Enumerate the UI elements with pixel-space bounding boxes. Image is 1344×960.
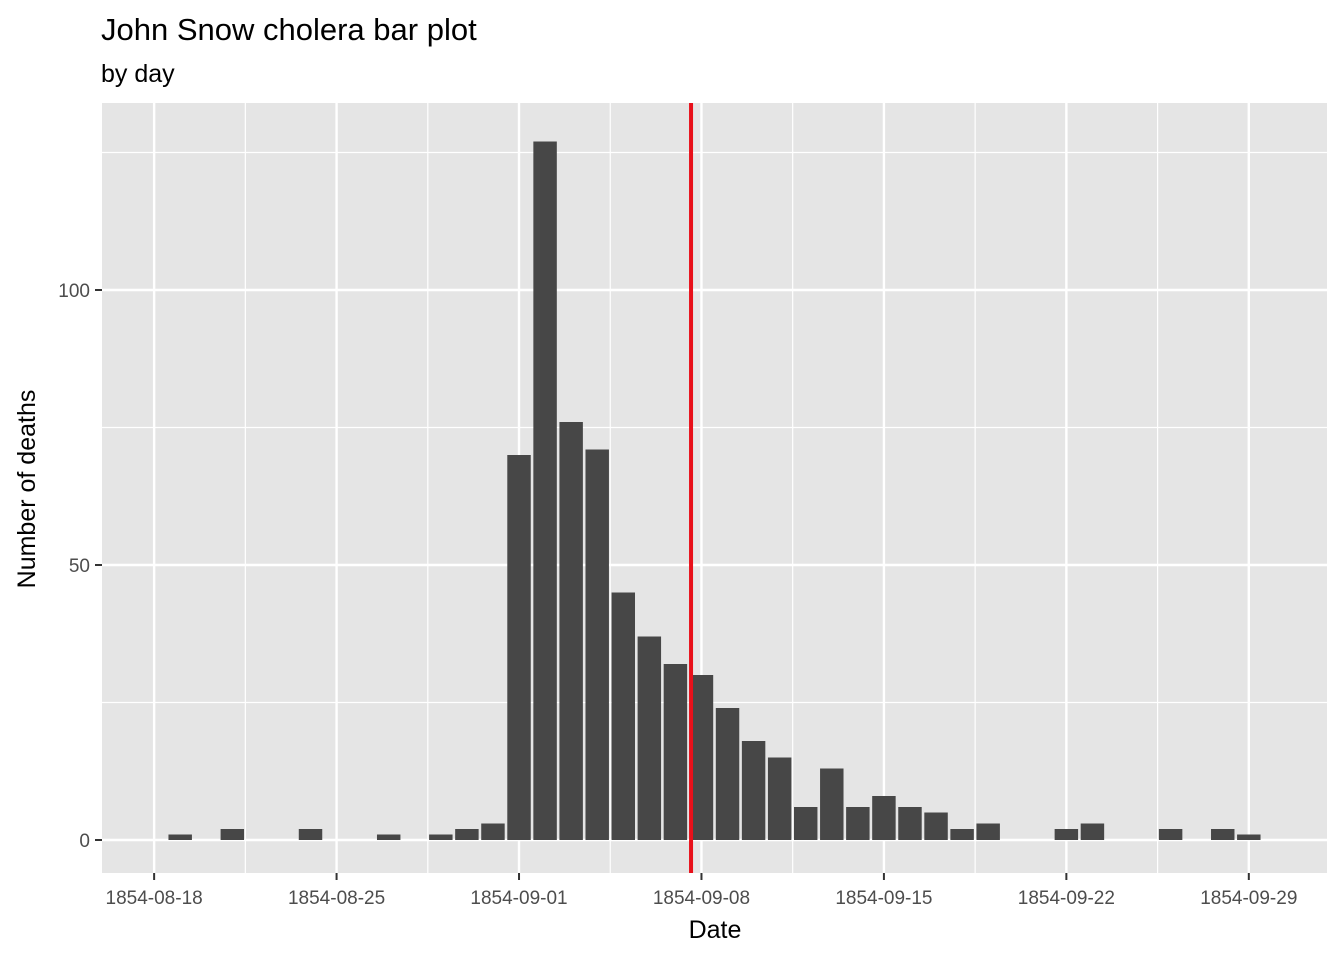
bar [1237, 834, 1261, 840]
x-axis: 1854-08-18 1854-08-25 1854-09-01 1854-09-08… [106, 873, 1297, 909]
chart-title: John Snow cholera bar plot [101, 12, 477, 47]
bar [298, 829, 323, 840]
bar [611, 592, 636, 840]
chart-subtitle: by day [101, 60, 175, 88]
bar [872, 796, 896, 840]
bar [507, 455, 531, 840]
y-tick-label: 0 [79, 831, 90, 852]
bar [220, 829, 245, 840]
bar [898, 807, 922, 840]
y-tick-label: 100 [58, 281, 90, 302]
bar [585, 449, 609, 840]
bar [481, 823, 505, 840]
bar [950, 829, 974, 840]
x-tick-label: 1854-08-25 [288, 888, 385, 909]
x-axis-title: Date [689, 916, 742, 944]
bar [1080, 823, 1105, 840]
bar [793, 807, 818, 840]
x-tick-label: 1854-09-15 [835, 888, 932, 909]
bar [924, 812, 948, 840]
bar [455, 829, 479, 840]
x-tick-label: 1854-08-18 [106, 888, 203, 909]
plot-panel [102, 103, 1327, 873]
x-tick-label: 1854-09-22 [1018, 888, 1115, 909]
bar [767, 757, 792, 840]
bar [820, 768, 844, 840]
bar [559, 422, 583, 840]
x-tick-label: 1854-09-01 [470, 888, 567, 909]
bar [976, 823, 1000, 840]
bar [846, 807, 870, 840]
bar [637, 636, 662, 840]
bar [1054, 829, 1079, 840]
bar [715, 708, 740, 840]
bar [1158, 829, 1183, 840]
x-tick-label: 1854-09-08 [653, 888, 750, 909]
bar [376, 834, 401, 840]
y-axis: 0 50 100 [58, 281, 102, 852]
x-tick-label: 1854-09-29 [1200, 888, 1297, 909]
bar [689, 675, 714, 840]
bar [741, 741, 766, 840]
bar [663, 664, 688, 840]
grid-minor [102, 103, 1327, 873]
bars [168, 141, 1261, 840]
bar [429, 834, 453, 840]
bar [168, 834, 192, 840]
bar [533, 141, 557, 840]
y-tick-label: 50 [69, 556, 90, 577]
y-axis-title: Number of deaths [13, 390, 41, 589]
bar [1211, 829, 1235, 840]
